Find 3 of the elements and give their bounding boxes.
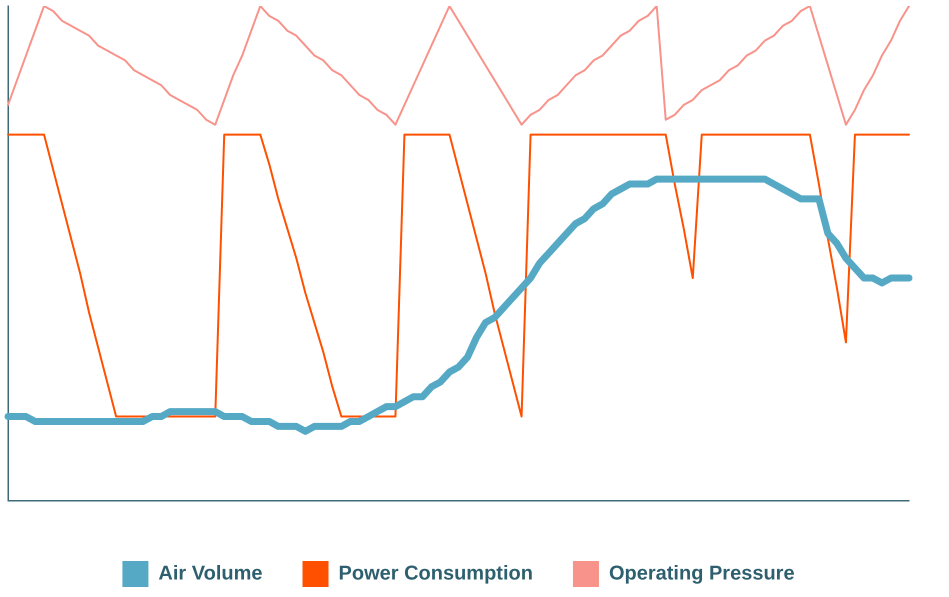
legend-label: Air Volume — [158, 562, 263, 585]
legend-label: Power Consumption — [338, 562, 533, 585]
legend-label: Operating Pressure — [608, 562, 795, 585]
